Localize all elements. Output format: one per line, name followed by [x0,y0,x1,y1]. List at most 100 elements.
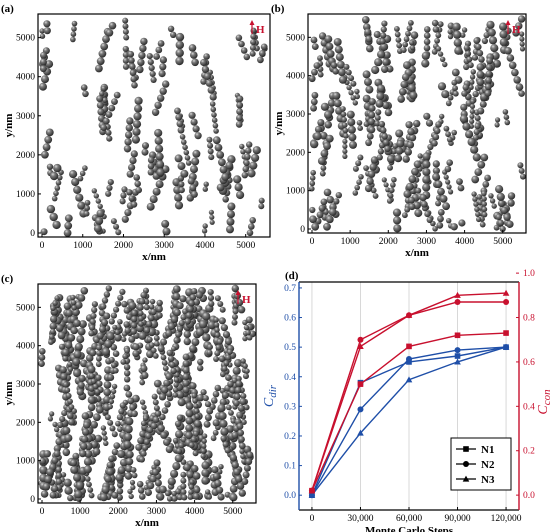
particle [448,189,454,195]
particle [214,332,221,338]
particle [482,181,490,188]
particle [499,22,508,31]
particle [323,188,332,197]
particle [137,487,145,494]
particle [77,381,85,389]
particle [401,73,410,81]
particle [187,494,194,500]
particle [50,328,56,335]
particle [141,404,147,410]
particle [452,85,458,92]
particle [124,209,132,217]
y-tick-label: 4000 [286,72,305,82]
particle [493,224,500,231]
particle [243,404,250,411]
particle [100,425,107,431]
particle [111,362,117,369]
particle [472,90,479,98]
particle [342,148,348,154]
particle [342,127,349,134]
particle [150,308,157,316]
particle [161,219,170,228]
particle [249,44,256,51]
x-tick-label: 2000 [109,507,128,517]
particle [185,402,194,410]
particle [139,430,147,438]
particle [213,356,220,362]
particle [189,294,197,301]
particle [147,163,155,170]
particle [125,391,133,398]
particle [207,321,216,330]
particle [432,26,440,33]
particle [245,330,251,336]
particle [479,100,487,108]
particle [55,478,63,485]
particle [49,411,55,417]
particle [227,202,236,211]
particle [146,53,153,60]
particle [84,476,91,482]
particle [335,53,344,62]
particle [485,77,492,84]
particle [188,111,196,119]
particle [343,133,349,139]
particle [469,118,475,124]
particle [88,492,95,499]
particle [461,90,468,97]
particle [422,167,431,177]
particle [431,140,438,147]
particle [191,58,199,67]
particle [38,354,46,361]
particle [375,109,382,116]
particle [342,138,348,144]
particle [123,34,130,41]
particle [99,90,105,97]
particle [112,350,120,358]
particle [203,420,211,428]
particle [408,203,416,211]
particle [224,337,233,346]
particle [474,206,480,212]
particle [517,15,526,23]
particle [123,363,131,371]
particle [115,229,122,236]
particle [214,295,221,302]
particle [86,481,92,488]
particle [132,350,140,358]
particle [165,329,173,337]
particle [243,324,250,331]
x-tick-label: 4000 [455,237,474,247]
particle [78,320,87,329]
particle [165,372,173,380]
particle [68,418,75,426]
particle [122,353,129,360]
marker-square [357,381,364,387]
particle [236,411,244,419]
particle [471,191,477,197]
particle [97,203,103,209]
particle [45,60,54,69]
particle [446,184,452,190]
particle [240,47,248,54]
particle [178,320,185,327]
particle [67,398,73,405]
particle [172,292,181,301]
particle [76,335,85,344]
particle [89,324,96,331]
particle [247,169,256,178]
particle [125,457,134,466]
y-tick-label: 1000 [286,187,305,197]
particle [159,87,167,95]
particle [99,493,108,502]
particle [131,309,138,317]
particle [319,131,328,140]
particle [102,117,110,125]
particle [107,419,114,426]
particle [395,147,404,155]
particle [485,64,493,71]
particle [229,493,238,502]
particle [201,443,207,449]
right-tick-label: 1.0 [523,269,535,279]
particle [244,153,251,160]
